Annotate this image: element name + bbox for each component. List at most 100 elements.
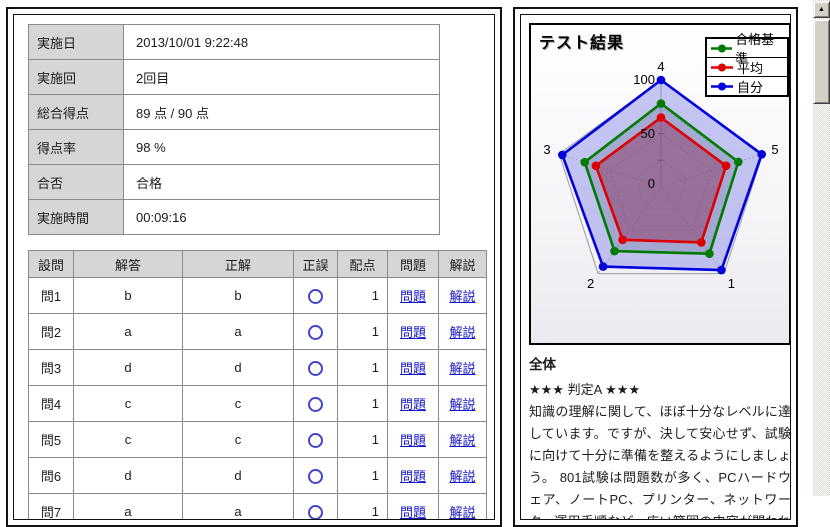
results-panel: 実施日 2013/10/01 9:22:48 実施回 2回目 総合得点 89 点 /… bbox=[6, 7, 502, 527]
info-label: 実施回 bbox=[28, 59, 124, 95]
info-label: 総合得点 bbox=[28, 94, 124, 130]
question-number: 問2 bbox=[28, 313, 74, 350]
info-row: 得点率 98 % bbox=[28, 129, 440, 165]
result-cell bbox=[293, 457, 338, 494]
problem-link-cell: 問題 bbox=[387, 385, 439, 422]
result-cell bbox=[293, 349, 338, 386]
question-row: 問4 c c 1 問題 解説 bbox=[28, 385, 487, 422]
problem-link-cell: 問題 bbox=[387, 421, 439, 458]
scrollbar-thumb[interactable] bbox=[813, 19, 830, 104]
explanation-link[interactable]: 解説 bbox=[449, 469, 476, 484]
correct-answer-cell: a bbox=[182, 493, 294, 519]
explanation-link-cell: 解説 bbox=[438, 385, 487, 422]
axis-label: 4 bbox=[657, 59, 664, 74]
scrollbar-up-icon[interactable]: ▲ bbox=[813, 1, 830, 18]
problem-link[interactable]: 問題 bbox=[399, 505, 426, 520]
question-number: 問6 bbox=[28, 457, 74, 494]
problem-link-cell: 問題 bbox=[387, 493, 439, 520]
problem-link-cell: 問題 bbox=[387, 277, 439, 314]
explanation-link[interactable]: 解説 bbox=[449, 505, 476, 520]
result-cell bbox=[293, 277, 338, 314]
answer-cell: c bbox=[73, 421, 183, 458]
question-row: 問5 c c 1 問題 解説 bbox=[28, 421, 487, 458]
correct-circle-icon bbox=[308, 504, 323, 519]
correct-circle-icon bbox=[308, 432, 323, 448]
explanation-link[interactable]: 解説 bbox=[449, 433, 476, 448]
question-number: 問5 bbox=[28, 421, 74, 458]
explanation-link-cell: 解説 bbox=[438, 313, 487, 350]
explanation-link-cell: 解説 bbox=[438, 493, 487, 520]
problem-link[interactable]: 問題 bbox=[399, 361, 426, 376]
problem-link[interactable]: 問題 bbox=[399, 397, 426, 412]
info-row: 実施回 2回目 bbox=[28, 59, 440, 95]
info-label: 実施時間 bbox=[28, 199, 124, 235]
info-value: 2回目 bbox=[123, 59, 440, 95]
legend-item: 平均 bbox=[707, 57, 787, 76]
question-row: 問1 b b 1 問題 解説 bbox=[28, 277, 487, 314]
explanation-link-cell: 解説 bbox=[438, 277, 487, 314]
question-number: 問4 bbox=[28, 385, 74, 422]
explanation-link[interactable]: 解説 bbox=[449, 361, 476, 376]
question-row: 問6 d d 1 問題 解説 bbox=[28, 457, 487, 494]
problem-link[interactable]: 問題 bbox=[399, 325, 426, 340]
explanation-link[interactable]: 解説 bbox=[449, 289, 476, 304]
legend-label: 平均 bbox=[737, 60, 764, 76]
explanation-link[interactable]: 解説 bbox=[449, 325, 476, 340]
problem-link[interactable]: 問題 bbox=[399, 469, 426, 484]
correct-answer-cell: d bbox=[182, 349, 294, 386]
question-detail-table: 設問 解答 正解 正誤 配点 問題 解説 問1 b b 1 問題 解説 問2 a a 1 問題 解説 問3 d d 1 問題… bbox=[28, 250, 487, 520]
question-row: 問7 a a 1 問題 解説 bbox=[28, 493, 487, 520]
column-header: 設問 bbox=[28, 250, 74, 278]
info-value: 89 点 / 90 点 bbox=[123, 94, 440, 130]
correct-answer-cell: b bbox=[182, 277, 294, 314]
result-cell bbox=[293, 385, 338, 422]
column-header: 正誤 bbox=[293, 250, 338, 278]
radar-chart-plot: 4 5 1 2 3 0 50 100 bbox=[543, 59, 778, 291]
correct-answer-cell: c bbox=[182, 421, 294, 458]
points-cell: 1 bbox=[337, 277, 388, 314]
info-row: 実施日 2013/10/01 9:22:48 bbox=[28, 24, 440, 60]
points-cell: 1 bbox=[337, 457, 388, 494]
correct-circle-icon bbox=[308, 396, 323, 412]
info-label: 実施日 bbox=[28, 24, 124, 60]
info-label: 合否 bbox=[28, 164, 124, 200]
answer-cell: a bbox=[73, 493, 183, 519]
question-number: 問7 bbox=[28, 493, 74, 519]
radar-chart: 4 5 1 2 3 0 50 100 テスト結果 合格基準 平均 自分 bbox=[529, 23, 790, 345]
evaluation-text: 知識の理解に関して、ほぼ十分なレベルに達しています。ですが、決して安心せず、試験… bbox=[529, 404, 791, 519]
column-header: 正解 bbox=[182, 250, 294, 278]
legend-marker-icon bbox=[711, 82, 733, 90]
correct-answer-cell: a bbox=[182, 313, 294, 350]
column-header: 問題 bbox=[387, 250, 439, 278]
legend-item: 合格基準 bbox=[707, 32, 787, 66]
correct-circle-icon bbox=[308, 468, 323, 484]
problem-link[interactable]: 問題 bbox=[399, 289, 426, 304]
correct-answer-cell: d bbox=[182, 457, 294, 494]
scale-tick-label: 100 bbox=[633, 72, 655, 87]
overall-heading: 全体 bbox=[529, 357, 556, 372]
explanation-link-cell: 解説 bbox=[438, 421, 487, 458]
chart-panel-frame: 4 5 1 2 3 0 50 100 テスト結果 合格基準 平均 自分 全体 ★★★ 判定A … bbox=[520, 14, 791, 520]
legend-item: 自分 bbox=[707, 76, 787, 95]
vertical-scrollbar[interactable]: ▲ bbox=[813, 0, 830, 496]
correct-circle-icon bbox=[308, 288, 323, 304]
result-cell bbox=[293, 493, 338, 519]
problem-link-cell: 問題 bbox=[387, 457, 439, 494]
points-cell: 1 bbox=[337, 421, 388, 458]
points-cell: 1 bbox=[337, 349, 388, 386]
results-panel-frame: 実施日 2013/10/01 9:22:48 実施回 2回目 総合得点 89 点 /… bbox=[13, 14, 495, 520]
question-number: 問1 bbox=[28, 277, 74, 314]
answer-cell: a bbox=[73, 313, 183, 350]
problem-link-cell: 問題 bbox=[387, 313, 439, 350]
explanation-link-cell: 解説 bbox=[438, 349, 487, 386]
explanation-link[interactable]: 解説 bbox=[449, 397, 476, 412]
axis-label: 2 bbox=[587, 276, 594, 291]
answer-cell: d bbox=[73, 457, 183, 494]
problem-link[interactable]: 問題 bbox=[399, 433, 426, 448]
info-value: 98 % bbox=[123, 129, 440, 165]
axis-label: 3 bbox=[543, 142, 550, 157]
legend-marker-icon bbox=[711, 63, 733, 71]
axis-label: 5 bbox=[771, 142, 778, 157]
result-cell bbox=[293, 421, 338, 458]
page: { "info_table": { "rows": [ {"label": "実… bbox=[6, 0, 830, 527]
